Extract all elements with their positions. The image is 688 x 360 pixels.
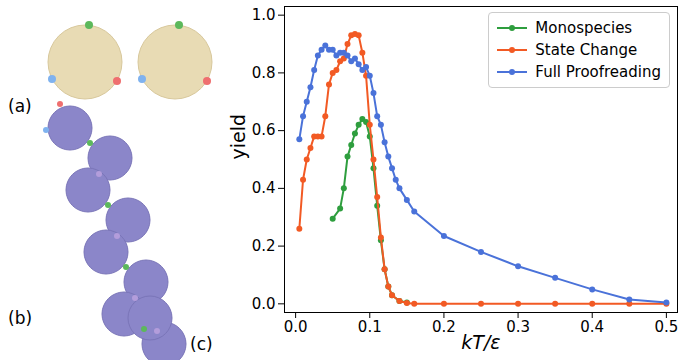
svg-text:(a): (a) xyxy=(8,96,32,116)
svg-text:0.1: 0.1 xyxy=(358,318,382,336)
html-text:Monospecies: Monospecies xyxy=(535,19,633,37)
svg-text:0.4: 0.4 xyxy=(580,318,604,336)
svg-text:0.0: 0.0 xyxy=(284,318,308,336)
svg-text:yield: yield xyxy=(227,114,249,160)
svg-text:0.4: 0.4 xyxy=(252,179,276,197)
svg-text:0.3: 0.3 xyxy=(506,318,530,336)
svg-text:0.2: 0.2 xyxy=(432,318,456,336)
svg-text:kT/ε: kT/ε xyxy=(461,331,500,353)
svg-text:1.0: 1.0 xyxy=(252,6,276,24)
html-text:State Change: State Change xyxy=(535,41,638,59)
html-text:Full Proofreading: Full Proofreading xyxy=(535,63,661,81)
svg-text:0.2: 0.2 xyxy=(252,237,276,255)
svg-text:0.5: 0.5 xyxy=(654,318,678,336)
svg-text:0.0: 0.0 xyxy=(252,295,276,313)
svg-text:(b): (b) xyxy=(8,308,32,328)
svg-text:(c): (c) xyxy=(190,334,213,354)
svg-text:0.6: 0.6 xyxy=(252,121,276,139)
svg-text:0.8: 0.8 xyxy=(252,64,276,82)
